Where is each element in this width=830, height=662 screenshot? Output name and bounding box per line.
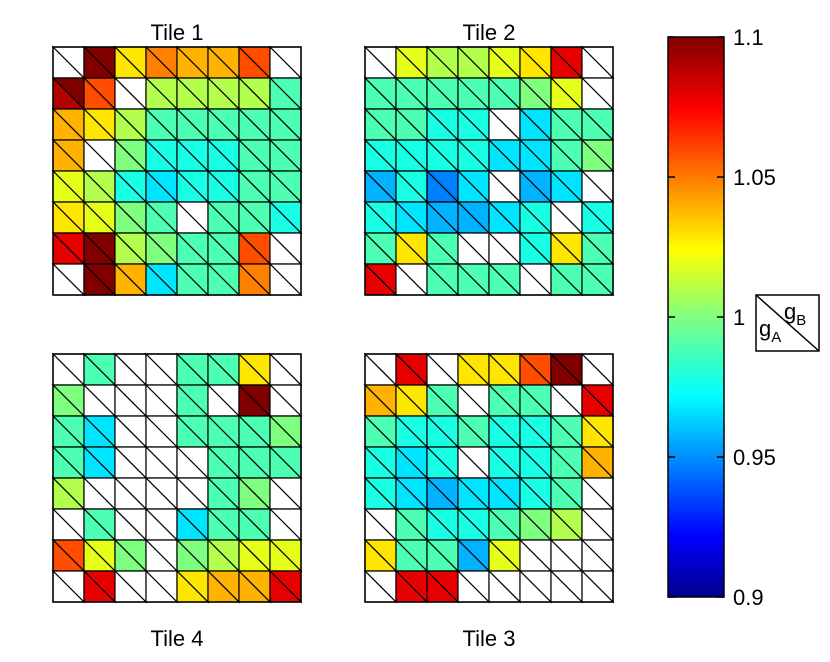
tile-cells: [363, 352, 615, 604]
tile-cells: [51, 45, 303, 297]
colorbar-tick-label: 1: [733, 305, 745, 330]
tile-title-4: Tile 4: [151, 626, 204, 651]
tile-frame: [364, 46, 614, 296]
key-upper-base: g: [784, 299, 796, 324]
colorbar-tick-label: 0.95: [733, 445, 776, 470]
key-upper-sub: B: [796, 312, 806, 329]
split-cell-key-icon: gB gA: [755, 294, 820, 352]
colorbar-tick-label: 0.9: [733, 585, 764, 610]
tile-title-2: Tile 2: [463, 20, 516, 45]
key-upper-label: gB: [784, 299, 806, 329]
key-diagonal: [755, 294, 820, 352]
tile-frame: [364, 353, 614, 603]
colorbar-tick-label: 1.1: [733, 25, 764, 50]
tile-frame: [52, 353, 302, 603]
tile-cells: [51, 352, 303, 604]
tile-panel-2: Tile 2: [363, 20, 615, 297]
key-lower-base: g: [759, 316, 771, 341]
colorbar-ticks: 0.9 0.95 1 1.05 1.1: [668, 25, 776, 610]
tile-title-1: Tile 1: [151, 20, 204, 45]
key-lower-sub: A: [771, 329, 781, 346]
colorbar: 0.9 0.95 1 1.05 1.1: [667, 25, 776, 610]
tile-panel-3: Tile 3: [363, 352, 615, 651]
colorbar-gradient: [667, 36, 725, 598]
tile-panel-1: Tile 1: [51, 20, 303, 297]
tile-title-3: Tile 3: [463, 626, 516, 651]
tile-cells: [363, 45, 615, 297]
tile-frame: [52, 46, 302, 296]
key-lower-label: gA: [759, 316, 781, 346]
tile-panel-4: Tile 4: [51, 352, 303, 651]
colorbar-tick-label: 1.05: [733, 165, 776, 190]
